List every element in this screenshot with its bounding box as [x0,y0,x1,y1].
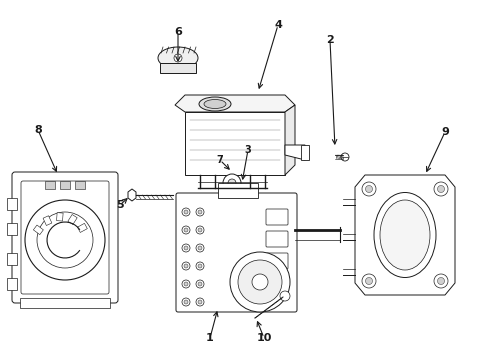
Circle shape [37,212,93,268]
Circle shape [196,280,204,288]
Text: 2: 2 [326,35,334,45]
Circle shape [434,274,448,288]
Text: 3: 3 [245,145,251,155]
Circle shape [198,228,202,232]
Ellipse shape [380,200,430,270]
Circle shape [182,208,190,216]
Circle shape [198,246,202,250]
Bar [33,225,44,235]
Bar [218,183,258,198]
Polygon shape [285,145,305,160]
Polygon shape [285,105,295,175]
Bar [60,181,70,189]
Circle shape [182,298,190,306]
Circle shape [182,244,190,252]
Circle shape [184,264,188,268]
Circle shape [198,282,202,286]
Text: 8: 8 [34,125,42,135]
Bar [301,145,309,160]
Polygon shape [175,95,295,112]
Circle shape [238,260,282,304]
Ellipse shape [374,193,436,278]
Bar [68,215,77,225]
Circle shape [280,291,290,301]
Circle shape [184,300,188,304]
Circle shape [434,182,448,196]
Circle shape [230,252,290,312]
FancyBboxPatch shape [266,275,288,291]
Circle shape [196,298,204,306]
Circle shape [198,300,202,304]
Circle shape [362,182,376,196]
Bar [77,223,87,233]
Bar [75,181,85,189]
Ellipse shape [158,47,198,69]
FancyBboxPatch shape [266,209,288,225]
Circle shape [228,179,236,187]
Circle shape [438,278,444,284]
Circle shape [438,185,444,193]
Circle shape [366,185,372,193]
Circle shape [182,226,190,234]
Bar [7,198,17,210]
Bar [43,216,52,225]
Circle shape [184,210,188,214]
Text: 10: 10 [256,333,271,343]
Circle shape [182,262,190,270]
Bar [7,223,17,235]
Circle shape [223,174,241,192]
FancyBboxPatch shape [12,172,118,303]
Circle shape [25,200,105,280]
Bar [20,298,110,308]
Ellipse shape [199,97,231,111]
Ellipse shape [204,99,226,108]
Polygon shape [185,112,285,175]
Polygon shape [128,189,136,201]
Circle shape [182,280,190,288]
Circle shape [198,210,202,214]
FancyBboxPatch shape [266,231,288,247]
Text: 9: 9 [441,127,449,137]
Circle shape [174,54,182,62]
Text: 7: 7 [217,155,223,165]
Circle shape [184,282,188,286]
Bar [45,181,55,189]
Circle shape [196,262,204,270]
Circle shape [196,226,204,234]
Text: 1: 1 [206,333,214,343]
Bar [160,63,196,73]
FancyBboxPatch shape [266,253,288,269]
Circle shape [252,274,268,290]
Circle shape [362,274,376,288]
Circle shape [198,264,202,268]
Bar [7,253,17,265]
Circle shape [196,208,204,216]
Circle shape [239,189,245,197]
Text: 4: 4 [274,20,282,30]
FancyBboxPatch shape [176,193,297,312]
Circle shape [196,244,204,252]
Text: 6: 6 [174,27,182,37]
Text: 5: 5 [116,200,124,210]
Bar [7,278,17,290]
Circle shape [235,186,249,200]
Polygon shape [355,175,455,295]
Circle shape [366,278,372,284]
FancyBboxPatch shape [21,181,109,294]
Circle shape [184,246,188,250]
Circle shape [341,153,349,161]
Circle shape [184,228,188,232]
Bar [56,213,63,221]
